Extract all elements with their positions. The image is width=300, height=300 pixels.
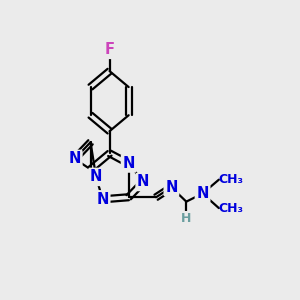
Text: H: H — [181, 212, 191, 226]
Text: N: N — [90, 169, 102, 184]
Text: F: F — [105, 42, 115, 57]
Text: N: N — [68, 152, 81, 166]
Text: CH₃: CH₃ — [219, 202, 244, 214]
Text: N: N — [96, 192, 109, 207]
Text: N: N — [196, 186, 209, 201]
Text: N: N — [122, 156, 135, 171]
Text: CH₃: CH₃ — [219, 173, 244, 186]
Text: N: N — [165, 180, 178, 195]
Text: N: N — [137, 175, 149, 190]
